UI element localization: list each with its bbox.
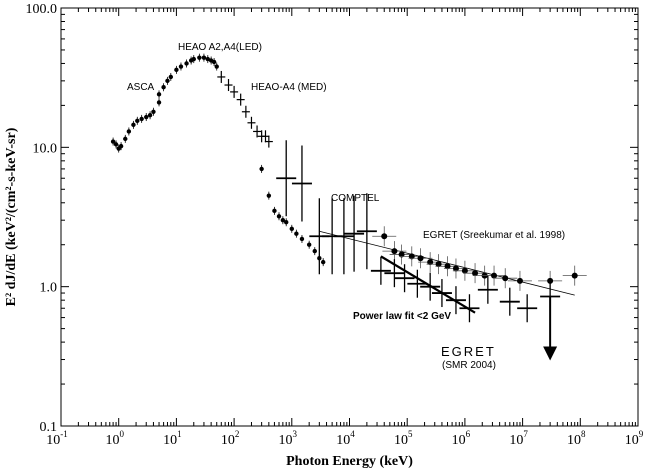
y-tick-label: 10.0 [33, 141, 58, 156]
data-point [381, 233, 388, 240]
annotation-egret-smr: EGRET [441, 344, 496, 359]
fit-line [319, 230, 575, 296]
plot-frame [60, 7, 639, 427]
data-point [571, 272, 578, 279]
fit-line [380, 255, 476, 314]
data-point [391, 248, 398, 255]
x-tick-label: 104 [336, 429, 355, 448]
upper-limit-arrowhead [543, 346, 558, 361]
annotation-power-law: Power law fit <2 GeV [353, 311, 451, 322]
text-layer: 10-1 100 101 102 103 104 105 106 107 108 109 0.1 1.0… [4, 2, 644, 469]
y-tick-label: 100.0 [26, 2, 58, 17]
x-tick-label: 106 [452, 429, 471, 448]
annotation-asca: ASCA [127, 82, 155, 93]
x-tick-label: 108 [567, 429, 586, 448]
data-point [444, 263, 451, 270]
y-axis-title: E² dJ/dE (keV²/(cm²-s-keV-sr) [4, 127, 19, 306]
data-point [417, 255, 424, 262]
data-point [427, 259, 434, 266]
data-point [502, 275, 509, 282]
x-tick-label: 100 [105, 429, 124, 448]
data-layer [110, 53, 587, 361]
annotation-smr-ref: (SMR 2004) [442, 360, 496, 371]
y-tick-label: 1.0 [40, 281, 58, 296]
x-tick-label: 101 [163, 429, 182, 448]
data-point [516, 277, 523, 284]
data-point [491, 272, 498, 279]
annotation-heao-led: HEAO A2,A4(LED) [178, 42, 262, 53]
x-tick-label: 109 [625, 429, 644, 448]
x-tick-label: 103 [279, 429, 298, 448]
data-point [452, 265, 459, 272]
data-point [547, 277, 554, 284]
x-tick-label: 10-1 [46, 429, 68, 448]
x-tick-label: 105 [394, 429, 413, 448]
annotation-comptel: COMPTEL [331, 193, 380, 204]
axes [60, 7, 639, 427]
data-point [435, 261, 442, 268]
annotation-heao-med: HEAO-A4 (MED) [251, 82, 327, 93]
y-tick-label: 0.1 [40, 420, 58, 435]
x-tick-label: 102 [221, 429, 240, 448]
x-axis-title: Photon Energy (keV) [286, 454, 413, 469]
data-point [461, 267, 468, 274]
data-point [472, 270, 479, 277]
x-tick-label: 107 [509, 429, 528, 448]
annotation-egret-sreekumar: EGRET (Sreekumar et al. 1998) [423, 230, 565, 241]
